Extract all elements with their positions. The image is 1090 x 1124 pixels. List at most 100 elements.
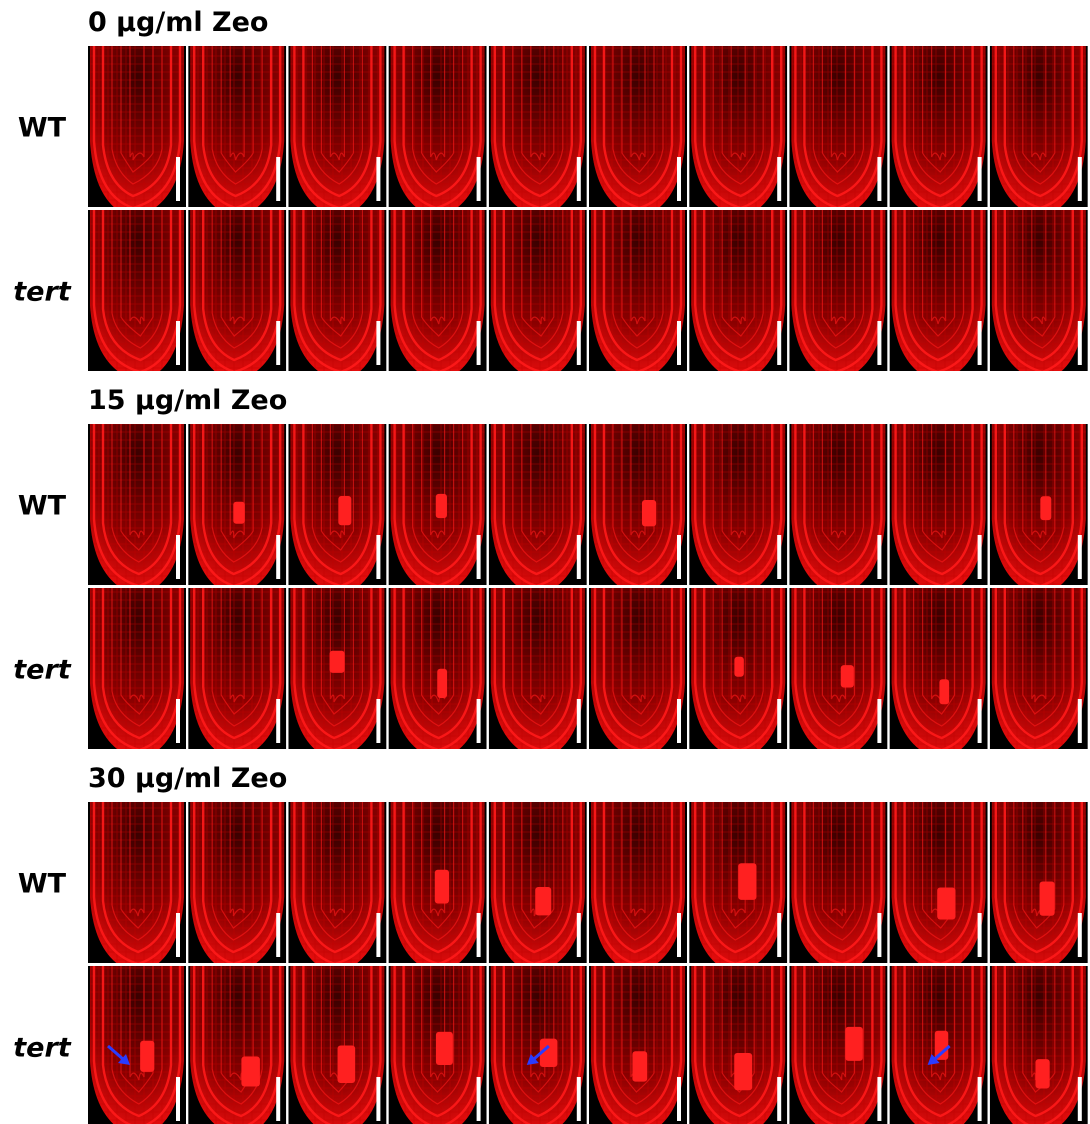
- cell-layer: [193, 802, 282, 963]
- dead-cells: [435, 493, 447, 519]
- dead-cells: [539, 1038, 558, 1067]
- cell-layer: [320, 588, 354, 715]
- micrograph-content: [989, 588, 1088, 749]
- cell-layer: [721, 802, 755, 929]
- cell-grid: [290, 966, 385, 1124]
- cell-layer: [794, 210, 883, 371]
- micrograph-content: [789, 966, 888, 1124]
- cell-layer: [412, 802, 464, 941]
- micrograph: [388, 46, 487, 207]
- cell-layer: [812, 424, 864, 563]
- cell-layer: [120, 966, 154, 1093]
- cell-layer: [521, 588, 555, 715]
- cell-layer: [412, 210, 464, 349]
- cell-layer: [703, 46, 774, 198]
- cell-layer: [803, 588, 874, 740]
- scale-bar: [376, 535, 381, 579]
- cell-layer: [193, 424, 282, 585]
- cell-grid: [490, 210, 585, 371]
- cell-layer: [512, 588, 564, 727]
- cell-layer: [931, 46, 947, 161]
- micrograph-content: [188, 802, 287, 963]
- cell-layer: [512, 210, 564, 349]
- cell-layer: [903, 210, 974, 362]
- cell-layer: [430, 966, 446, 1081]
- micrograph-content: [88, 966, 186, 1124]
- micrograph: [689, 588, 788, 749]
- micrograph-content: [589, 46, 687, 207]
- micrograph: [188, 424, 287, 585]
- micrograph: [488, 966, 587, 1124]
- cell-layer: [803, 46, 874, 198]
- micrograph: [589, 966, 687, 1124]
- cell-layer: [1013, 210, 1065, 349]
- cell-layer: [703, 210, 774, 362]
- scale-bar: [276, 699, 281, 743]
- cell-grid: [290, 46, 385, 207]
- cell-layer: [602, 588, 674, 740]
- cell-grid: [490, 588, 585, 749]
- dead-cells: [734, 1053, 753, 1091]
- cell-layer: [621, 424, 655, 551]
- micrograph-content: [989, 802, 1088, 963]
- cell-grid: [290, 210, 385, 371]
- cell-grid: [390, 210, 485, 371]
- cell-layer: [421, 588, 455, 715]
- cell-layer: [311, 424, 363, 563]
- scale-bar: [376, 157, 381, 201]
- micrograph: [789, 46, 888, 207]
- cell-layer: [311, 210, 363, 349]
- cell-layer: [120, 46, 154, 173]
- micrograph-content: [689, 588, 788, 749]
- micrograph-content: [589, 966, 687, 1124]
- cell-layer: [712, 424, 764, 563]
- dead-cells: [338, 496, 352, 526]
- cell-layer: [593, 802, 683, 963]
- micrograph: [188, 588, 287, 749]
- cell-layer: [931, 424, 947, 539]
- cell-layer: [293, 588, 382, 749]
- cell-layer: [320, 46, 354, 173]
- cell-layer: [302, 802, 373, 954]
- micrograph-content: [288, 966, 387, 1124]
- micrograph: [488, 424, 587, 585]
- scale-bar: [677, 913, 681, 957]
- micrograph-content: [589, 588, 687, 749]
- cell-layer: [129, 802, 145, 917]
- dead-cells: [140, 1040, 155, 1072]
- cell-layer: [621, 588, 655, 715]
- cell-layer: [630, 802, 646, 917]
- cell-layer: [421, 210, 455, 337]
- cell-layer: [602, 424, 674, 576]
- scale-bar: [777, 535, 782, 579]
- cell-grid: [891, 802, 986, 963]
- dead-cells: [937, 887, 956, 920]
- micrograph: [889, 424, 988, 585]
- scale-bar: [576, 321, 581, 365]
- cell-grid: [691, 966, 786, 1124]
- cell-layer: [712, 588, 764, 727]
- cell-grid: [591, 966, 685, 1124]
- dead-cells: [845, 1026, 863, 1061]
- arrow: [932, 1044, 951, 1062]
- micrograph: [689, 424, 788, 585]
- scale-bar: [576, 535, 581, 579]
- cell-grid: [791, 424, 886, 585]
- cell-layer: [211, 802, 263, 941]
- cell-layer: [803, 424, 874, 576]
- scale-bar: [476, 1077, 481, 1121]
- scale-bar: [176, 535, 180, 579]
- cell-layer: [329, 46, 345, 161]
- cell-layer: [512, 46, 564, 185]
- scale-bar: [376, 1077, 381, 1121]
- micrograph-content: [889, 966, 988, 1124]
- arrow-head: [526, 1054, 539, 1065]
- micrograph: [989, 424, 1088, 585]
- cell-layer: [821, 210, 855, 337]
- micrograph: [288, 588, 387, 749]
- scale-bar: [476, 321, 481, 365]
- cell-layer: [830, 46, 846, 161]
- cell-layer: [101, 588, 173, 740]
- micrograph-content: [689, 210, 788, 371]
- dead-cells: [434, 869, 450, 904]
